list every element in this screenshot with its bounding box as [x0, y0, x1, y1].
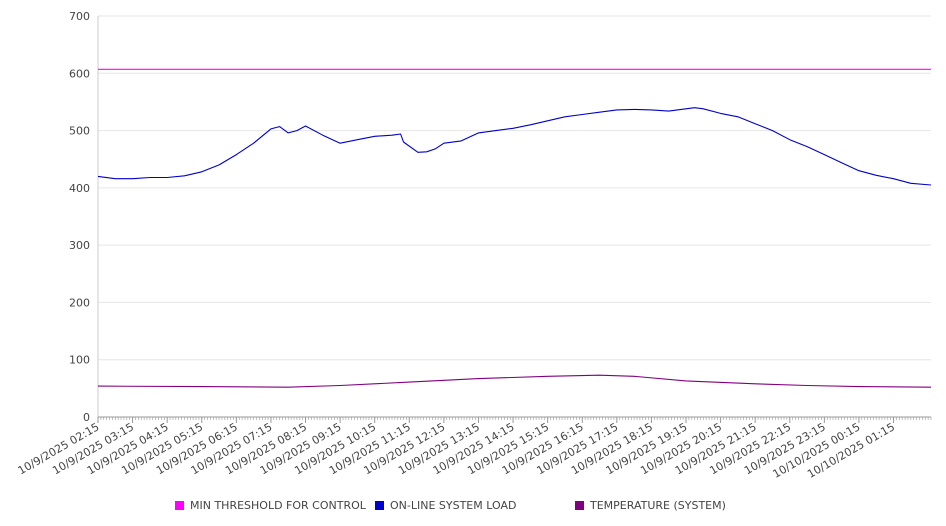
legend-label: TEMPERATURE (SYSTEM)	[590, 499, 726, 512]
legend-item-temperature: TEMPERATURE (SYSTEM)	[575, 499, 726, 512]
y-tick-label: 200	[69, 296, 90, 309]
legend-swatch	[175, 501, 184, 510]
y-axis-ticks: 0 100 200 300 400 500 600 700	[69, 10, 90, 424]
legend-item-system-load: ON-LINE SYSTEM LOAD	[375, 499, 516, 512]
chart-axes	[97, 16, 931, 418]
y-tick-label: 600	[69, 67, 90, 80]
y-tick-label: 500	[69, 125, 90, 138]
series-line	[97, 374, 932, 388]
y-tick-label: 700	[69, 10, 90, 23]
y-tick-label: 0	[83, 411, 90, 424]
legend-label: ON-LINE SYSTEM LOAD	[390, 499, 517, 512]
legend: MIN THRESHOLD FOR CONTROL ON-LINE SYSTEM…	[0, 499, 946, 513]
y-tick-label: 400	[69, 182, 90, 195]
legend-label: MIN THRESHOLD FOR CONTROL	[190, 499, 366, 512]
legend-swatch	[575, 501, 584, 510]
grid-lines	[98, 15, 931, 361]
series-line	[97, 107, 932, 186]
legend-item-threshold: MIN THRESHOLD FOR CONTROL	[175, 499, 366, 512]
y-tick-label: 100	[69, 354, 90, 367]
y-tick-label: 300	[69, 239, 90, 252]
series-lines	[97, 68, 932, 388]
legend-swatch	[375, 501, 384, 510]
